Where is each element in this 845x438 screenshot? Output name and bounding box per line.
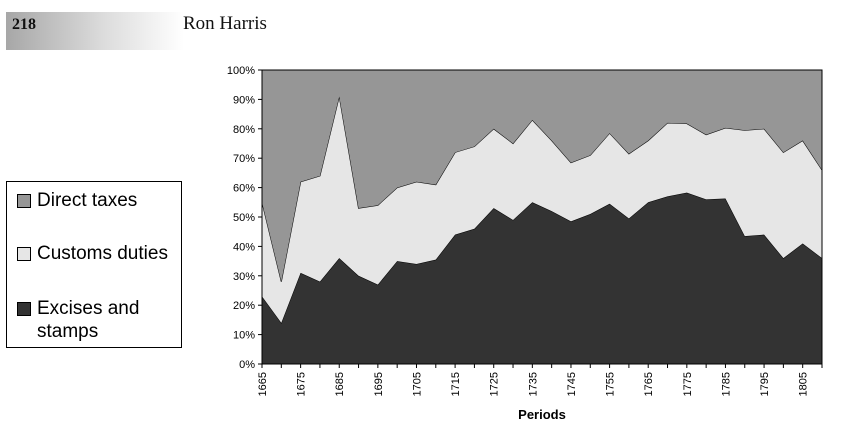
x-tick-label: 1775 xyxy=(682,372,694,396)
y-tick-label: 10% xyxy=(233,330,255,342)
area-direct-taxes xyxy=(262,70,822,282)
x-tick-label: 1725 xyxy=(489,372,501,396)
header-band xyxy=(6,12,184,50)
y-tick-label: 70% xyxy=(233,153,255,165)
y-tick-label: 100% xyxy=(227,65,255,77)
x-tick-label: 1765 xyxy=(643,372,655,396)
x-tick-label: 1795 xyxy=(759,372,771,396)
x-tick-label: 1705 xyxy=(411,372,423,396)
area-customs-duties xyxy=(262,96,822,323)
running-head: Ron Harris xyxy=(183,13,267,34)
y-tick-label: 50% xyxy=(233,212,255,224)
x-tick-label: 1755 xyxy=(605,372,617,396)
legend-item-direct-taxes: Direct taxes xyxy=(17,189,137,212)
x-tick-label: 1735 xyxy=(527,372,539,396)
legend-label-direct-taxes: Direct taxes xyxy=(37,190,138,211)
x-axis-title: Periods xyxy=(518,407,566,422)
legend-swatch-excises-and-stamps xyxy=(17,302,31,316)
y-tick-label: 20% xyxy=(233,300,255,312)
area-excises-and-stamps xyxy=(262,192,822,364)
y-tick-label: 30% xyxy=(233,271,255,283)
legend-label-customs-duties: Customs duties xyxy=(37,243,168,264)
x-tick-label: 1785 xyxy=(720,372,732,396)
legend-item-excises-and-stamps: Excises and stamps xyxy=(17,297,177,343)
legend-label-excises-and-stamps: Excises and stamps xyxy=(37,298,140,342)
x-tick-label: 1685 xyxy=(334,372,346,396)
y-tick-label: 0% xyxy=(239,359,255,371)
y-tick-label: 90% xyxy=(233,94,255,106)
y-tick-label: 40% xyxy=(233,241,255,253)
y-tick-label: 80% xyxy=(233,124,255,136)
y-tick-label: 60% xyxy=(233,183,255,195)
x-tick-label: 1695 xyxy=(373,372,385,396)
x-tick-label: 1665 xyxy=(257,372,269,396)
legend-swatch-direct-taxes xyxy=(17,194,31,208)
x-tick-label: 1745 xyxy=(566,372,578,396)
x-tick-label: 1675 xyxy=(296,372,308,396)
page-number: 218 xyxy=(12,16,36,33)
legend-item-customs-duties: Customs duties xyxy=(17,242,168,265)
chart-legend: Direct taxes Customs duties Excises and … xyxy=(6,181,182,348)
x-tick-label: 1715 xyxy=(450,372,462,396)
legend-swatch-customs-duties xyxy=(17,247,31,261)
x-tick-label: 1805 xyxy=(798,372,810,396)
